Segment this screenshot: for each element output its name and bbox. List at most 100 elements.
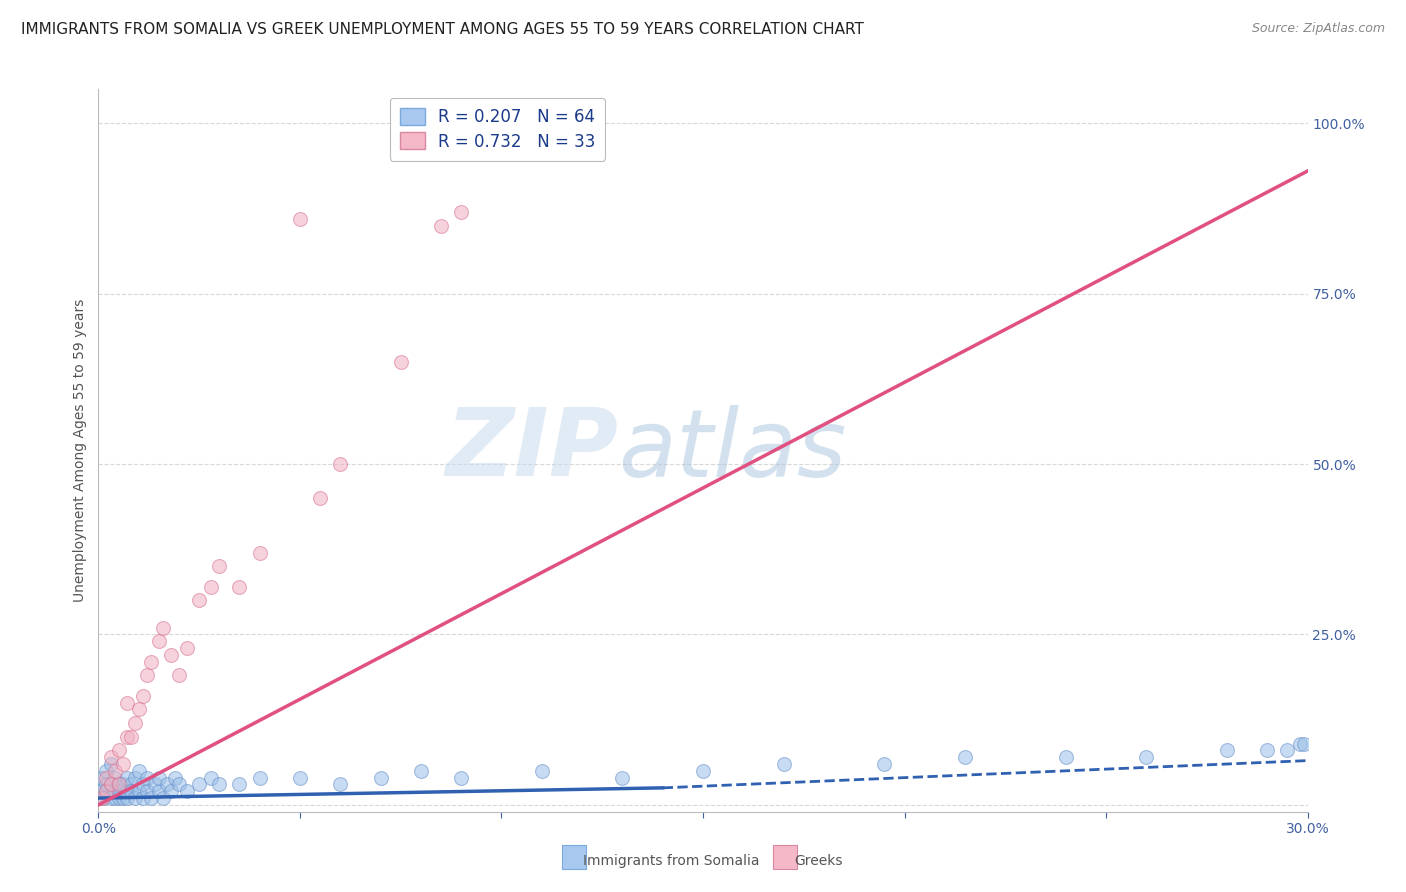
Text: Greeks: Greeks [794,854,842,868]
Point [107,777,129,791]
Legend: R = 0.207   N = 64, R = 0.732   N = 33: R = 0.207 N = 64, R = 0.732 N = 33 [389,97,606,161]
Point [107,784,129,798]
Point [96,784,118,798]
Point [200,771,222,785]
Point [124,771,146,785]
Point [612,771,634,785]
Point [89,791,111,805]
Text: ZIP: ZIP [446,404,619,497]
Point [188,593,211,607]
Point [103,791,125,805]
Point [124,716,146,731]
Point [188,777,211,791]
Point [107,791,129,805]
Point [103,771,125,785]
Point [91,791,114,805]
Point [228,777,250,791]
Point [152,621,174,635]
Point [148,771,170,785]
Point [93,791,115,805]
Point [132,777,155,791]
Point [208,559,231,574]
Point [120,784,142,798]
Point [96,784,118,798]
Point [128,784,150,798]
Point [120,730,142,744]
Point [1292,737,1315,751]
Point [100,777,122,791]
Point [249,546,271,560]
Point [167,668,190,682]
Point [132,791,155,805]
Point [530,764,553,778]
Point [228,580,250,594]
Point [96,777,118,791]
Point [1135,750,1157,764]
Point [692,764,714,778]
Point [176,641,198,656]
Point [148,784,170,798]
Point [107,743,129,757]
Point [200,580,222,594]
Point [111,777,134,791]
Point [135,771,157,785]
Point [1277,743,1299,757]
Point [103,764,125,778]
Point [135,668,157,682]
Point [100,757,122,772]
Point [103,784,125,798]
Point [115,771,138,785]
Point [115,791,138,805]
Point [329,457,352,471]
Point [409,764,432,778]
Point [953,750,976,764]
Text: Source: ZipAtlas.com: Source: ZipAtlas.com [1251,22,1385,36]
Point [148,634,170,648]
Point [167,777,190,791]
Point [160,784,183,798]
Y-axis label: Unemployment Among Ages 55 to 59 years: Unemployment Among Ages 55 to 59 years [73,299,87,602]
Point [430,219,453,233]
Point [115,730,138,744]
Point [115,696,138,710]
Point [160,648,183,662]
Point [309,491,332,505]
Point [115,784,138,798]
Text: atlas: atlas [619,405,846,496]
Point [208,777,231,791]
Point [132,689,155,703]
Point [370,771,392,785]
Bar [773,845,797,869]
Point [96,764,118,778]
Point [873,757,896,772]
Point [1256,743,1278,757]
Point [111,791,134,805]
Text: IMMIGRANTS FROM SOMALIA VS GREEK UNEMPLOYMENT AMONG AGES 55 TO 59 YEARS CORRELAT: IMMIGRANTS FROM SOMALIA VS GREEK UNEMPLO… [21,22,863,37]
Point [124,791,146,805]
Point [135,784,157,798]
Point [772,757,794,772]
Point [139,655,162,669]
Point [139,791,162,805]
Point [176,784,198,798]
Point [100,791,122,805]
Point [389,355,412,369]
Point [128,764,150,778]
Point [329,777,352,791]
Point [156,777,179,791]
Bar [562,845,586,869]
Point [288,211,311,226]
Point [111,757,134,772]
Point [91,784,114,798]
Point [1216,743,1239,757]
Point [249,771,271,785]
Point [450,205,472,219]
Point [1054,750,1077,764]
Text: Immigrants from Somalia: Immigrants from Somalia [583,854,761,868]
Point [450,771,472,785]
Point [143,777,166,791]
Point [107,777,129,791]
Point [120,777,142,791]
Point [163,771,186,785]
Point [100,777,122,791]
